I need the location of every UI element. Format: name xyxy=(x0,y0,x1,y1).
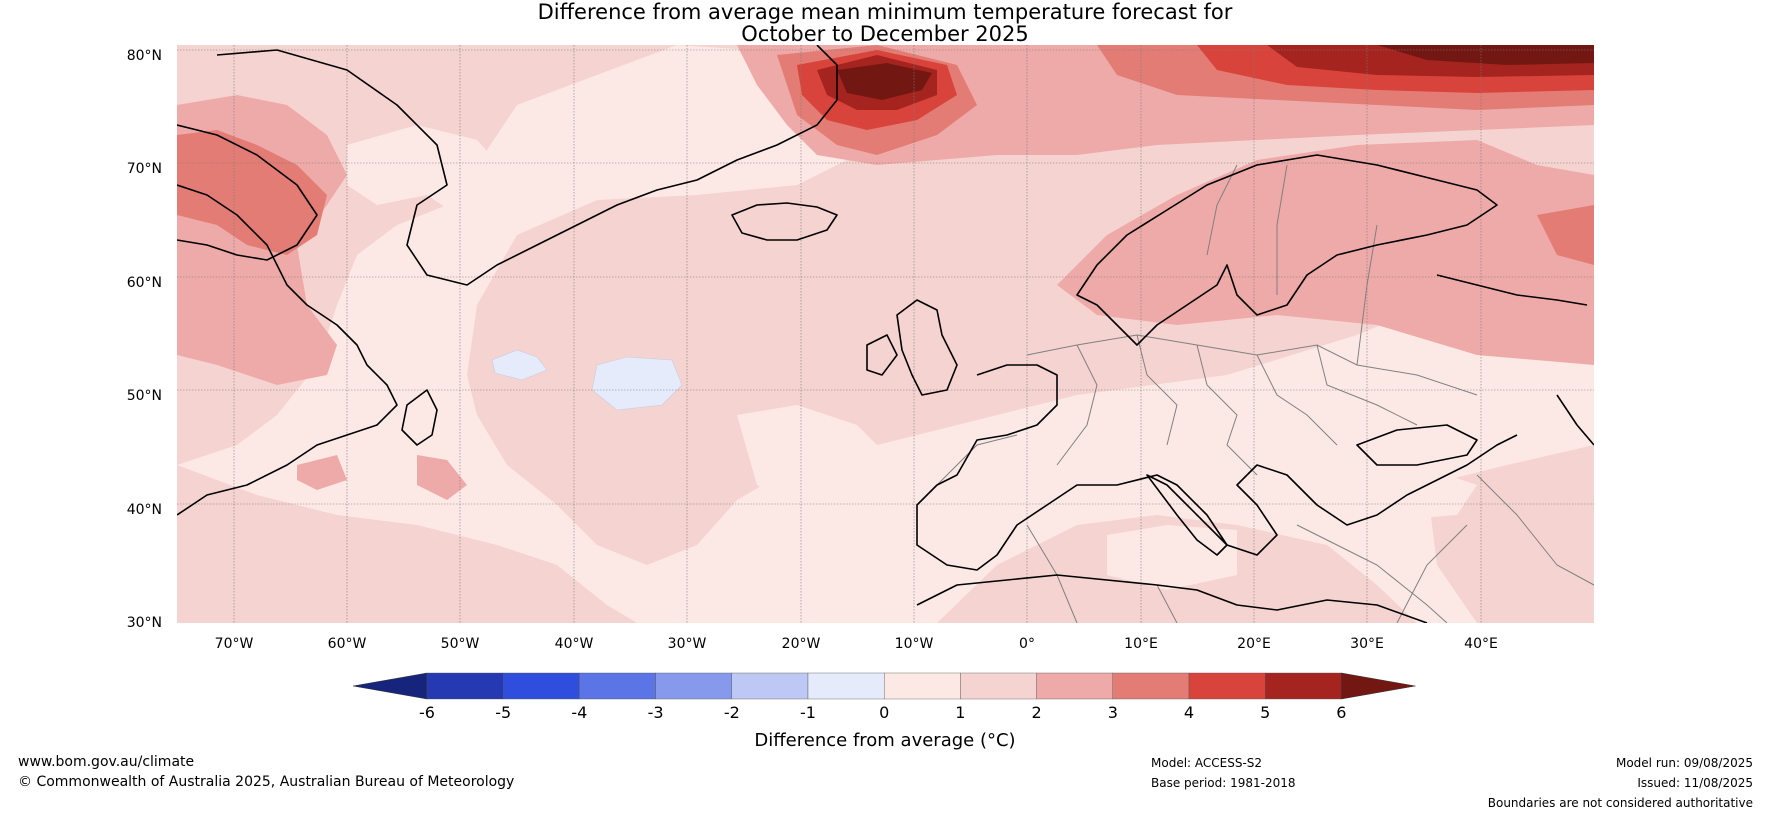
lon-label: 40°W xyxy=(554,636,594,652)
colorbar-segment xyxy=(655,672,733,700)
colorbar-tick-label: -3 xyxy=(647,703,664,722)
colorbar-tick-label: 3 xyxy=(1107,703,1118,722)
colorbar-segment xyxy=(579,672,656,700)
lat-label: 80°N xyxy=(126,48,162,64)
issued-date: Issued: 11/08/2025 xyxy=(1637,776,1753,790)
colorbar-segment xyxy=(1036,672,1113,700)
colorbar-tick-label: 5 xyxy=(1260,703,1271,722)
lon-label: 60°W xyxy=(327,636,367,652)
anomaly-minus1-to-0 xyxy=(491,349,683,411)
colorbar-tick-label: 6 xyxy=(1336,703,1347,722)
colorbar-extend-low xyxy=(352,672,428,700)
lat-label: 50°N xyxy=(126,388,162,404)
colorbar-tick-label: 0 xyxy=(879,703,890,722)
lat-label: 70°N xyxy=(126,161,162,177)
colorbar-segment xyxy=(884,672,961,700)
disclaimer-text: Boundaries are not considered authoritat… xyxy=(1487,796,1753,810)
colorbar-label: Difference from average (°C) xyxy=(754,730,1016,751)
lon-label: 30°W xyxy=(667,636,707,652)
coastlines xyxy=(177,45,1594,623)
lat-label: 40°N xyxy=(126,502,162,518)
lon-label: 40°E xyxy=(1464,636,1498,652)
colorbar-tick-label: 1 xyxy=(955,703,966,722)
lat-label: 30°N xyxy=(126,615,162,631)
colorbar-tick-label: -2 xyxy=(723,703,740,722)
anomaly-0-to-1-patches xyxy=(347,125,1477,590)
colorbar-tick-label: -1 xyxy=(800,703,816,722)
colorbar-tick-label: 2 xyxy=(1031,703,1042,722)
lon-label: 10°W xyxy=(894,636,934,652)
colorbar xyxy=(352,672,1416,700)
colorbar-tick-label: -4 xyxy=(571,703,588,722)
model-name: Model: ACCESS-S2 xyxy=(1151,756,1263,770)
colorbar-segment xyxy=(1265,672,1342,700)
chart-title-line2: October to December 2025 xyxy=(741,22,1029,46)
colorbar-segment xyxy=(1188,672,1266,700)
colorbar-tick-label: -5 xyxy=(495,703,512,722)
website-link[interactable]: www.bom.gov.au/climate xyxy=(18,754,195,770)
colorbar-segment xyxy=(502,672,580,700)
colorbar-tick-label: -6 xyxy=(419,703,435,722)
lon-label: 20°W xyxy=(781,636,821,652)
forecast-map xyxy=(177,45,1594,623)
copyright-text: © Commonwealth of Australia 2025, Austra… xyxy=(18,774,515,790)
colorbar-segment xyxy=(426,672,504,700)
colorbar-segment xyxy=(731,672,809,700)
lon-label: 30°E xyxy=(1350,636,1384,652)
country-borders xyxy=(936,164,1594,623)
lon-label: 20°E xyxy=(1237,636,1271,652)
lon-label: 0° xyxy=(1019,636,1035,652)
colorbar-tick-label: 4 xyxy=(1183,703,1195,722)
colorbar-segment xyxy=(807,672,885,700)
lon-label: 70°W xyxy=(214,636,254,652)
chart-title-line1: Difference from average mean minimum tem… xyxy=(537,0,1233,24)
lon-label: 50°W xyxy=(440,636,480,652)
lat-label: 60°N xyxy=(126,275,162,291)
model-run-date: Model run: 09/08/2025 xyxy=(1615,756,1753,770)
lon-label: 10°E xyxy=(1124,636,1158,652)
colorbar-extend-high xyxy=(1341,672,1416,700)
colorbar-segment xyxy=(960,672,1037,700)
colorbar-segment xyxy=(1112,672,1190,700)
base-period: Base period: 1981-2018 xyxy=(1151,776,1296,790)
